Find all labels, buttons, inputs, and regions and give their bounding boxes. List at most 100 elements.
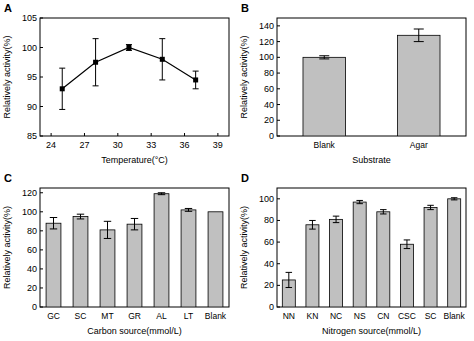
y-tick bbox=[277, 120, 280, 121]
y-tick-label: 95 bbox=[27, 72, 37, 82]
plot-frame bbox=[40, 18, 229, 136]
error-bar bbox=[159, 39, 165, 80]
y-tick-label: 100 bbox=[259, 194, 274, 204]
bar bbox=[330, 219, 343, 307]
data-area bbox=[46, 193, 223, 307]
y-tick-label: 80 bbox=[264, 68, 274, 78]
panel: 859095100105Relatively activity(%)Temper… bbox=[2, 2, 229, 165]
x-tick-label: 27 bbox=[79, 140, 89, 150]
x-tick-label: Blank bbox=[444, 311, 466, 321]
y-tick bbox=[277, 25, 280, 26]
bar bbox=[73, 217, 88, 307]
x-tick-label: CN bbox=[377, 311, 389, 321]
y-tick bbox=[277, 220, 280, 221]
point bbox=[126, 45, 131, 50]
y-tick bbox=[40, 287, 43, 288]
point bbox=[193, 77, 198, 82]
point bbox=[93, 60, 98, 65]
y-tick bbox=[277, 104, 280, 105]
x-tick-label: 39 bbox=[213, 140, 223, 150]
error-bar bbox=[380, 210, 386, 214]
error-bar bbox=[414, 29, 424, 42]
error-bar bbox=[158, 193, 165, 195]
y-tick bbox=[40, 249, 43, 250]
data-area bbox=[282, 198, 460, 307]
y-tick bbox=[277, 73, 280, 74]
point bbox=[160, 57, 165, 62]
figure: 859095100105Relatively activity(%)Temper… bbox=[0, 0, 474, 341]
y-tick-label: 90 bbox=[27, 102, 37, 112]
y-tick bbox=[40, 192, 43, 193]
x-tick-label: SC bbox=[75, 311, 87, 321]
bar bbox=[353, 202, 366, 307]
bar bbox=[400, 244, 413, 307]
x-tick-label: GR bbox=[128, 311, 141, 321]
y-tick bbox=[277, 242, 280, 243]
y-tick-label: 20 bbox=[264, 280, 274, 290]
y-tick bbox=[277, 136, 280, 137]
x-tick-label: 33 bbox=[146, 140, 156, 150]
y-tick-label: 0 bbox=[269, 131, 274, 141]
error-bar bbox=[193, 71, 199, 89]
y-tick bbox=[40, 230, 43, 231]
y-tick bbox=[40, 268, 43, 269]
error-bar bbox=[404, 240, 410, 249]
y-tick bbox=[40, 136, 43, 137]
y-axis-title: Relatively activity(%) bbox=[239, 35, 249, 118]
x-axis-title: Substrate bbox=[352, 155, 391, 165]
y-tick-label: 60 bbox=[27, 245, 37, 255]
error-bar bbox=[50, 218, 57, 229]
y-tick-label: 60 bbox=[264, 84, 274, 94]
x-tick-label: 24 bbox=[46, 140, 56, 150]
x-tick-label: KN bbox=[307, 311, 319, 321]
x-tick bbox=[84, 133, 85, 136]
error-bar bbox=[356, 200, 362, 203]
y-tick-label: 20 bbox=[264, 115, 274, 125]
x-tick-label: LT bbox=[184, 311, 193, 321]
x-axis-title: Temperature(°C) bbox=[101, 155, 168, 165]
y-tick-label: 80 bbox=[264, 215, 274, 225]
panel: 020406080100120Relatively activity(%)Car… bbox=[2, 172, 229, 336]
plot-frame bbox=[40, 188, 229, 307]
bar bbox=[306, 225, 319, 307]
y-tick-label: 40 bbox=[264, 259, 274, 269]
bar bbox=[424, 207, 437, 307]
x-tick-label: MT bbox=[101, 311, 113, 321]
y-tick-label: 100 bbox=[259, 52, 274, 62]
x-tick-label: NS bbox=[354, 311, 366, 321]
bar bbox=[100, 230, 115, 307]
y-tick bbox=[40, 47, 43, 48]
bar bbox=[154, 194, 169, 307]
x-tick-label: CSC bbox=[398, 311, 416, 321]
x-tick bbox=[217, 133, 218, 136]
error-bar bbox=[286, 272, 292, 287]
error-bar bbox=[93, 39, 99, 86]
y-axis-title: Relatively activity(%) bbox=[2, 35, 12, 118]
y-tick-label: 0 bbox=[32, 302, 37, 312]
line bbox=[62, 48, 195, 89]
y-tick bbox=[40, 307, 43, 308]
x-tick-label: Agar bbox=[410, 140, 428, 150]
y-tick bbox=[277, 88, 280, 89]
y-tick bbox=[277, 263, 280, 264]
y-tick-label: 100 bbox=[22, 207, 37, 217]
y-tick-label: 105 bbox=[22, 13, 37, 23]
error-bar bbox=[77, 214, 84, 219]
error-bar bbox=[309, 220, 315, 229]
error-bar bbox=[131, 218, 138, 229]
bar bbox=[46, 223, 61, 307]
x-tick-label: NC bbox=[330, 311, 342, 321]
y-tick bbox=[40, 106, 43, 107]
error-bar bbox=[59, 68, 65, 109]
x-tick-label: 36 bbox=[180, 140, 190, 150]
y-tick-label: 140 bbox=[259, 21, 274, 31]
x-tick-label: AL bbox=[156, 311, 167, 321]
x-tick bbox=[151, 133, 152, 136]
x-tick-label: SC bbox=[425, 311, 437, 321]
x-tick-label: NN bbox=[283, 311, 295, 321]
x-axis-title: Carbon source(mmol/L) bbox=[87, 326, 182, 336]
y-tick bbox=[40, 77, 43, 78]
y-tick-label: 80 bbox=[27, 226, 37, 236]
panel-letter: B bbox=[241, 2, 249, 14]
y-tick bbox=[40, 18, 43, 19]
